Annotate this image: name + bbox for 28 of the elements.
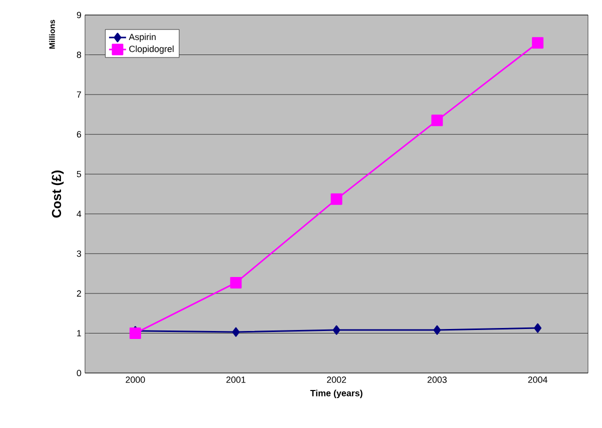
x-tick-label: 2004 (528, 376, 548, 383)
x-tick-label: 2002 (326, 376, 346, 383)
y-tick-label: 5 (76, 170, 82, 178)
point (230, 276, 242, 288)
y-tick-label: 9 (76, 12, 82, 18)
y-tick-label: 1 (77, 330, 82, 336)
point (232, 327, 240, 337)
point (330, 193, 342, 205)
y-axis-title: Cost (£) (52, 170, 64, 218)
point (130, 327, 142, 339)
y-tick-label: 8 (76, 52, 82, 58)
y-tick-label: 6 (76, 131, 82, 138)
legend-label: Aspirin (128, 34, 156, 42)
x-tick-label: 2000 (126, 376, 145, 383)
point (433, 325, 441, 335)
point (534, 323, 542, 333)
y-tick-label: 4 (76, 210, 82, 217)
x-tick-label: 2003 (428, 376, 447, 383)
point (431, 114, 443, 126)
x-axis-title: Time (years) (310, 390, 362, 398)
point (532, 37, 544, 49)
y-tick-label: 3 (76, 250, 82, 257)
x-tick-label: 2001 (226, 376, 246, 383)
y-tick-label: 7 (76, 91, 82, 98)
y-tick-label: 0 (76, 370, 82, 376)
point (332, 325, 340, 335)
y-tick-label: 2 (76, 290, 82, 297)
legend-label: Clopidogrel (129, 45, 174, 54)
